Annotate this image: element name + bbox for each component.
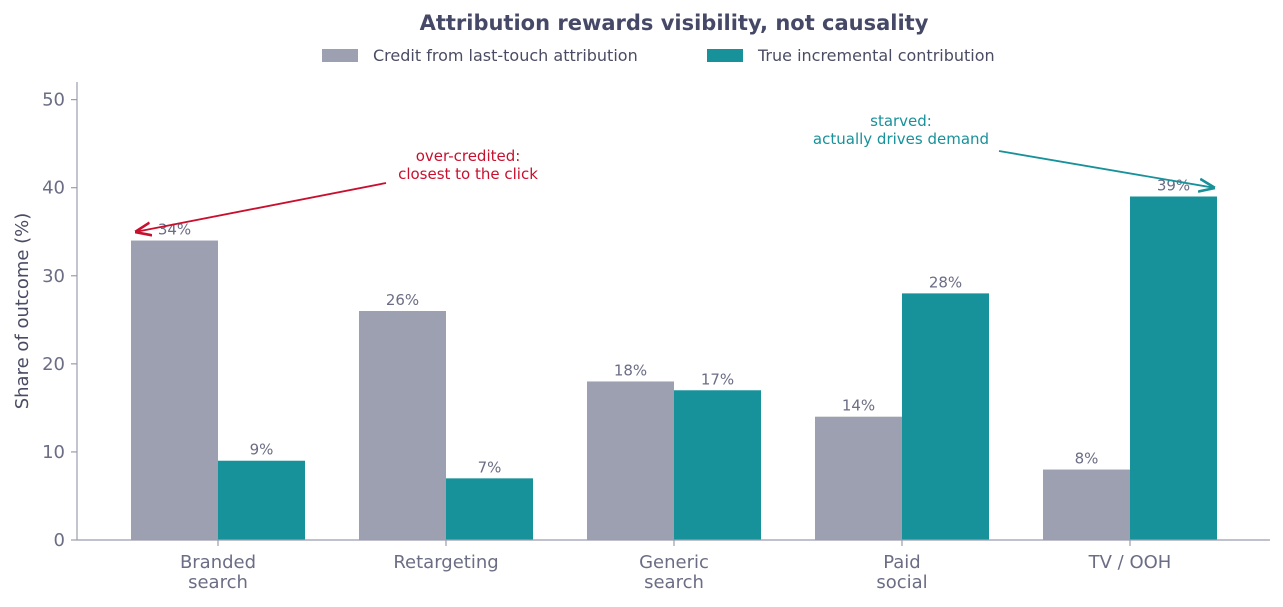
bars <box>131 196 1217 541</box>
x-tick-label: Generic search <box>639 552 709 593</box>
data-label-incremental-4: 39% <box>1157 177 1190 195</box>
annotation-text-1: starved: actually drives demand <box>813 112 989 148</box>
x-tick-label: TV / OOH <box>1088 552 1172 573</box>
data-label-last-touch-3: 14% <box>842 397 875 415</box>
bar-incremental-1 <box>446 478 533 540</box>
x-tick-label: Branded search <box>180 552 256 593</box>
y-axis-label: Share of outcome (%) <box>12 213 33 410</box>
bar-last-touch-4 <box>1043 469 1130 540</box>
y-tick-label: 10 <box>42 442 65 463</box>
legend: Credit from last-touch attribution True … <box>322 46 995 65</box>
annotation-arrow-1 <box>998 150 1214 188</box>
y-tick-label: 0 <box>54 530 65 551</box>
data-label-last-touch-0: 34% <box>158 221 191 239</box>
data-label-incremental-3: 28% <box>929 273 962 291</box>
annotation-arrow-0 <box>137 182 387 232</box>
chart-title: Attribution rewards visibility, not caus… <box>420 11 929 35</box>
legend-swatch-incremental <box>707 49 743 62</box>
legend-swatch-last-touch <box>322 49 358 62</box>
x-tick-label: Retargeting <box>393 552 498 573</box>
y-tick-label: 30 <box>42 266 65 287</box>
y-tick-label: 50 <box>42 90 65 111</box>
bar-last-touch-1 <box>359 311 446 540</box>
bar-labels: 34% 26% 18% 14% 8% 9% 7% 17% 28% 39% <box>158 177 1190 477</box>
bar-last-touch-2 <box>587 381 674 540</box>
y-tick-label: 40 <box>42 178 65 199</box>
bar-last-touch-0 <box>131 240 218 541</box>
annotations: over-credited: closest to the click starve… <box>137 112 1214 232</box>
data-label-last-touch-1: 26% <box>386 291 419 309</box>
bar-incremental-0 <box>218 460 305 540</box>
bar-incremental-2 <box>674 390 761 540</box>
data-label-incremental-1: 7% <box>478 458 502 476</box>
data-label-incremental-0: 9% <box>250 441 274 459</box>
bar-incremental-3 <box>902 293 989 540</box>
data-label-last-touch-2: 18% <box>614 361 647 379</box>
legend-label-incremental: True incremental contribution <box>757 46 995 65</box>
y-tick-label: 20 <box>42 354 65 375</box>
bar-incremental-4 <box>1130 196 1217 540</box>
data-label-last-touch-4: 8% <box>1075 450 1099 468</box>
x-tick-label: Paid social <box>876 552 927 593</box>
bar-last-touch-3 <box>815 416 902 540</box>
annotation-text-0: over-credited: closest to the click <box>398 147 538 183</box>
axes: 0 10 20 30 40 50 Branded search Retargeting Gener… <box>42 82 1270 593</box>
data-label-incremental-2: 17% <box>701 370 734 388</box>
legend-label-last-touch: Credit from last-touch attribution <box>373 46 638 65</box>
